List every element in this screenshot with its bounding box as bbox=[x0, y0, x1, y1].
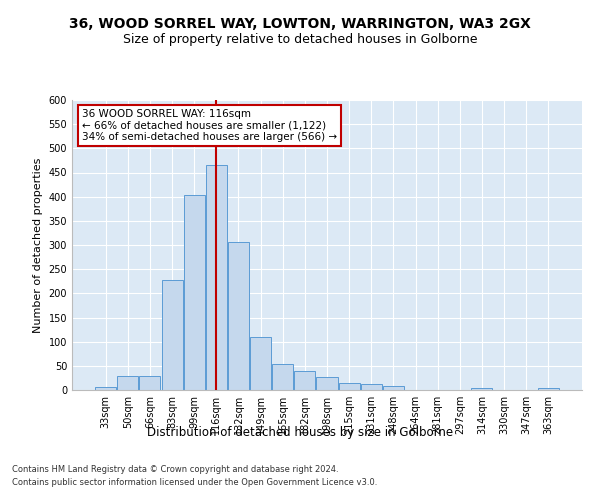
Text: 36 WOOD SORREL WAY: 116sqm
← 66% of detached houses are smaller (1,122)
34% of s: 36 WOOD SORREL WAY: 116sqm ← 66% of deta… bbox=[82, 108, 337, 142]
Bar bbox=[118, 376, 139, 390]
Bar bbox=[472, 388, 493, 390]
Bar bbox=[316, 377, 338, 390]
Bar bbox=[295, 370, 316, 390]
Bar bbox=[139, 376, 160, 390]
Text: Contains public sector information licensed under the Open Government Licence v3: Contains public sector information licen… bbox=[12, 478, 377, 487]
Text: Size of property relative to detached houses in Golborne: Size of property relative to detached ho… bbox=[123, 32, 477, 46]
Bar bbox=[383, 386, 404, 390]
Bar bbox=[161, 280, 182, 390]
Bar bbox=[272, 364, 293, 390]
Bar bbox=[206, 165, 227, 390]
Text: 36, WOOD SORREL WAY, LOWTON, WARRINGTON, WA3 2GX: 36, WOOD SORREL WAY, LOWTON, WARRINGTON,… bbox=[69, 18, 531, 32]
Bar bbox=[228, 242, 249, 390]
Bar bbox=[184, 195, 205, 390]
Bar bbox=[538, 388, 559, 390]
Bar bbox=[361, 384, 382, 390]
Text: Distribution of detached houses by size in Golborne: Distribution of detached houses by size … bbox=[147, 426, 453, 439]
Bar bbox=[250, 337, 271, 390]
Bar bbox=[338, 383, 359, 390]
Bar bbox=[95, 386, 116, 390]
Text: Contains HM Land Registry data © Crown copyright and database right 2024.: Contains HM Land Registry data © Crown c… bbox=[12, 466, 338, 474]
Y-axis label: Number of detached properties: Number of detached properties bbox=[33, 158, 43, 332]
